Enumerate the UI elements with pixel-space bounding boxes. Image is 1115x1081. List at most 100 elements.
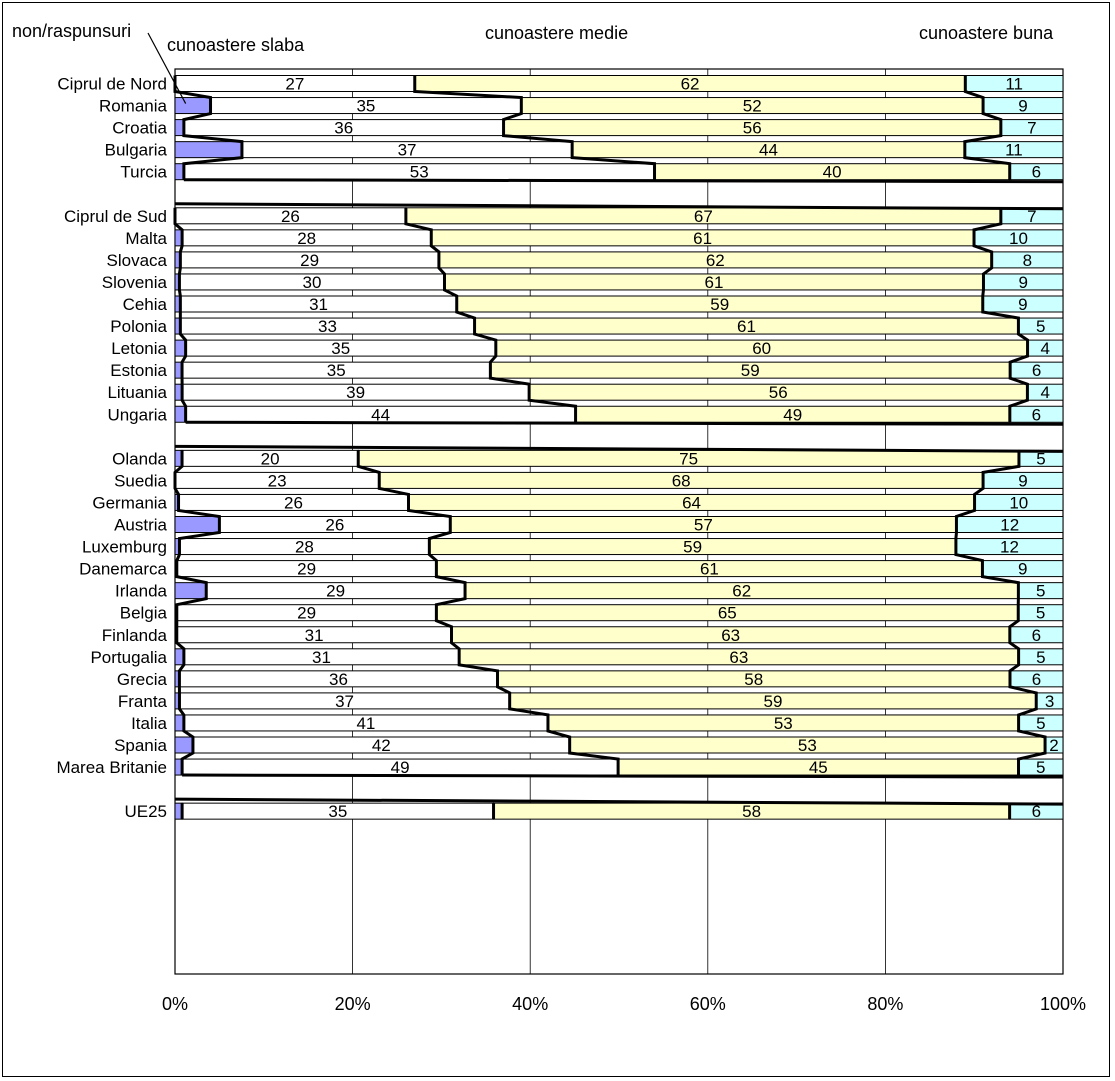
value-label-buna-turcia: 6 bbox=[1032, 163, 1041, 182]
value-label-medie-slovenia: 61 bbox=[705, 273, 724, 292]
value-label-slaba-belgia: 29 bbox=[297, 604, 316, 623]
value-label-medie-luxemburg: 59 bbox=[683, 538, 702, 557]
value-label-medie-ciprul-de-sud: 67 bbox=[694, 207, 713, 226]
category-label-suedia: Suedia bbox=[114, 471, 167, 490]
value-label-medie-croatia: 56 bbox=[743, 119, 762, 138]
series-line-gap-2 bbox=[174, 420, 1064, 453]
category-label-franta: Franta bbox=[118, 692, 168, 711]
value-label-slaba-spania: 42 bbox=[372, 736, 391, 755]
value-label-buna-spania: 2 bbox=[1049, 736, 1058, 755]
value-label-buna-slovaca: 8 bbox=[1023, 251, 1032, 270]
value-label-buna-cehia: 9 bbox=[1018, 295, 1027, 314]
value-label-buna-franta: 3 bbox=[1045, 692, 1054, 711]
value-label-slaba-portugalia: 31 bbox=[312, 648, 331, 667]
category-label-polonia: Polonia bbox=[110, 317, 167, 336]
value-label-buna-suedia: 9 bbox=[1018, 471, 1027, 490]
value-label-slaba-grecia: 36 bbox=[329, 670, 348, 689]
value-label-medie-belgia: 65 bbox=[718, 604, 737, 623]
x-tick-label: 80% bbox=[867, 994, 903, 1014]
value-label-slaba-letonia: 35 bbox=[331, 339, 350, 358]
bar-non-bulgaria bbox=[174, 141, 243, 159]
legend-label-non-raspunsuri: non/raspunsuri bbox=[12, 21, 132, 41]
legend-label-cunoastere-medie: cunoastere medie bbox=[485, 23, 629, 43]
category-label-croatia: Croatia bbox=[112, 119, 167, 138]
x-tick-label: 60% bbox=[690, 994, 726, 1014]
value-label-slaba-ungaria: 44 bbox=[371, 405, 390, 424]
value-label-buna-ciprul-de-nord: 11 bbox=[1005, 75, 1023, 94]
series-line-buna-group-3 bbox=[954, 450, 1047, 776]
value-label-medie-slovaca: 62 bbox=[706, 251, 725, 270]
bar-non-austria bbox=[174, 516, 220, 533]
value-label-slaba-croatia: 36 bbox=[334, 119, 353, 138]
legend-label-cunoastere-slaba: cunoastere slaba bbox=[167, 35, 305, 55]
category-label-danemarca: Danemarca bbox=[79, 560, 167, 579]
value-label-buna-danemarca: 9 bbox=[1018, 560, 1027, 579]
value-label-buna-olanda: 5 bbox=[1036, 449, 1045, 468]
value-label-medie-letonia: 60 bbox=[752, 339, 771, 358]
category-label-spania: Spania bbox=[114, 736, 167, 755]
value-label-buna-polonia: 5 bbox=[1036, 317, 1045, 336]
value-label-slaba-luxemburg: 28 bbox=[295, 538, 314, 557]
series-line-slaba-group-1 bbox=[173, 75, 244, 180]
category-label-finlanda: Finlanda bbox=[102, 626, 168, 645]
value-label-medie-portugalia: 63 bbox=[729, 648, 748, 667]
value-label-slaba-germania: 26 bbox=[284, 493, 303, 512]
value-label-slaba-polonia: 33 bbox=[318, 317, 337, 336]
value-label-medie-estonia: 59 bbox=[741, 361, 760, 380]
category-label-bulgaria: Bulgaria bbox=[105, 141, 168, 160]
value-label-medie-malta: 61 bbox=[693, 229, 712, 248]
value-label-buna-belgia: 5 bbox=[1036, 604, 1045, 623]
value-label-medie-danemarca: 61 bbox=[700, 560, 719, 579]
value-label-medie-polonia: 61 bbox=[737, 317, 756, 336]
value-label-medie-irlanda: 62 bbox=[732, 582, 751, 601]
value-label-medie-ungaria: 49 bbox=[783, 405, 802, 424]
value-label-slaba-ue25: 35 bbox=[328, 802, 347, 821]
category-label-letonia: Letonia bbox=[111, 339, 167, 358]
legend-label-cunoastere-buna: cunoastere buna bbox=[919, 23, 1054, 43]
value-label-slaba-austria: 26 bbox=[325, 516, 344, 535]
value-label-buna-italia: 5 bbox=[1036, 714, 1045, 733]
value-label-medie-marea-britanie: 45 bbox=[809, 758, 828, 777]
value-label-slaba-irlanda: 29 bbox=[326, 582, 345, 601]
series-line-slaba-group-2 bbox=[173, 207, 188, 423]
value-label-buna-croatia: 7 bbox=[1027, 119, 1036, 138]
bar-non-ungaria bbox=[174, 405, 187, 423]
value-label-slaba-ciprul-de-sud: 26 bbox=[281, 207, 300, 226]
category-label-germania: Germania bbox=[92, 493, 167, 512]
series-line-slaba-group-3 bbox=[173, 450, 221, 776]
value-label-medie-spania: 53 bbox=[798, 736, 817, 755]
value-label-slaba-ciprul-de-nord: 27 bbox=[285, 75, 304, 94]
category-label-lituania: Lituania bbox=[107, 383, 167, 402]
value-label-buna-ue25: 6 bbox=[1032, 802, 1041, 821]
value-label-medie-ue25: 58 bbox=[742, 802, 761, 821]
value-label-medie-germania: 64 bbox=[682, 493, 701, 512]
category-label-ungaria: Ungaria bbox=[107, 405, 167, 424]
value-label-slaba-marea-britanie: 49 bbox=[391, 758, 410, 777]
value-label-buna-germania: 10 bbox=[1009, 493, 1028, 512]
value-label-medie-turcia: 40 bbox=[823, 163, 842, 182]
value-label-slaba-finlanda: 31 bbox=[305, 626, 324, 645]
series-line-buna-group-2 bbox=[972, 207, 1030, 423]
category-label-slovaca: Slovaca bbox=[107, 251, 168, 270]
category-label-estonia: Estonia bbox=[110, 361, 167, 380]
value-label-medie-bulgaria: 44 bbox=[759, 141, 778, 160]
category-label-luxemburg: Luxemburg bbox=[82, 538, 167, 557]
value-label-medie-romania: 52 bbox=[743, 97, 762, 116]
series-line-medie-group-3 bbox=[356, 450, 620, 776]
value-label-medie-lituania: 56 bbox=[769, 383, 788, 402]
value-label-slaba-turcia: 53 bbox=[410, 163, 429, 182]
value-label-buna-ciprul-de-sud: 7 bbox=[1027, 207, 1036, 226]
value-label-buna-letonia: 4 bbox=[1041, 339, 1050, 358]
category-label-irlanda: Irlanda bbox=[115, 582, 168, 601]
value-label-medie-finlanda: 63 bbox=[721, 626, 740, 645]
value-label-buna-austria: 12 bbox=[1000, 516, 1019, 535]
value-label-buna-slovenia: 9 bbox=[1019, 273, 1028, 292]
series-line-gap-3 bbox=[174, 773, 1064, 806]
value-label-medie-cehia: 59 bbox=[710, 295, 729, 314]
series-line-buna-group-1 bbox=[963, 75, 1012, 180]
series-line-medie-group-2 bbox=[404, 207, 578, 423]
category-label-romania: Romania bbox=[99, 97, 168, 116]
value-label-medie-italia: 53 bbox=[774, 714, 793, 733]
category-label-ciprul-de-nord: Ciprul de Nord bbox=[57, 75, 167, 94]
value-label-slaba-slovenia: 30 bbox=[302, 273, 321, 292]
